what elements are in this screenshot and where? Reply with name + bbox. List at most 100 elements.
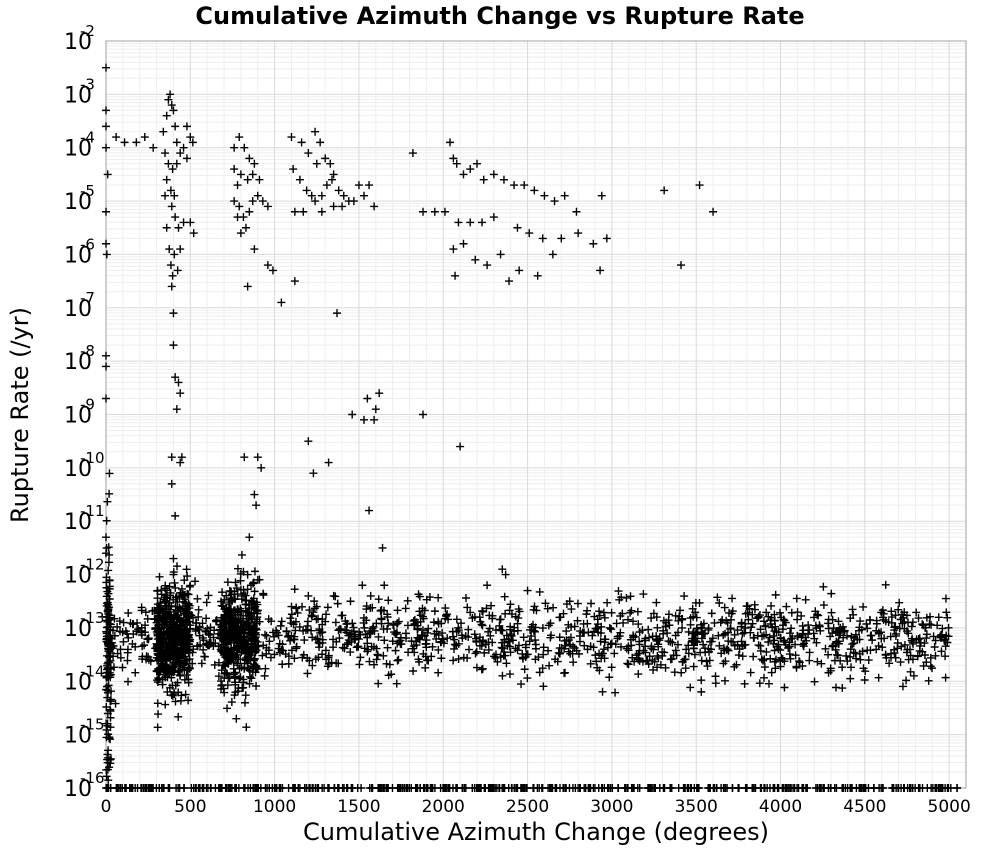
- y-tick-exponent: -7: [80, 289, 95, 307]
- data-point: [605, 673, 614, 682]
- data-point: [572, 207, 581, 216]
- data-point: [167, 619, 176, 628]
- data-point: [102, 573, 111, 582]
- data-point: [177, 453, 186, 462]
- data-point: [261, 664, 270, 673]
- data-point: [881, 650, 890, 659]
- data-point: [106, 705, 115, 714]
- data-point: [253, 191, 262, 200]
- data-point: [771, 622, 780, 631]
- data-point: [896, 658, 905, 667]
- y-tick-exponent: -15: [80, 716, 105, 734]
- data-point: [376, 606, 385, 615]
- data-point: [654, 653, 663, 662]
- data-point: [173, 266, 182, 275]
- data-point: [928, 664, 937, 673]
- data-point: [223, 704, 232, 713]
- data-point: [243, 570, 252, 579]
- data-point: [671, 631, 680, 640]
- data-point: [104, 681, 113, 690]
- data-point: [230, 587, 239, 596]
- data-point: [557, 234, 566, 243]
- data-point: [738, 652, 747, 661]
- data-point: [843, 631, 852, 640]
- data-point: [106, 670, 115, 679]
- data-point: [216, 645, 225, 654]
- data-point: [214, 658, 223, 667]
- data-point: [257, 463, 266, 472]
- data-point: [322, 610, 331, 619]
- data-point: [225, 635, 234, 644]
- data-point: [650, 657, 659, 666]
- data-point: [174, 223, 183, 232]
- data-point: [155, 608, 164, 617]
- data-point: [227, 613, 236, 622]
- data-point: [422, 643, 431, 652]
- data-point: [424, 624, 433, 633]
- data-point: [926, 653, 935, 662]
- data-point: [437, 654, 446, 663]
- data-point: [161, 598, 170, 607]
- data-point: [167, 282, 176, 291]
- data-point: [102, 772, 111, 781]
- data-point: [924, 676, 933, 685]
- data-point: [103, 170, 112, 179]
- data-point: [646, 784, 655, 792]
- data-point: [260, 630, 269, 639]
- data-point: [647, 614, 656, 623]
- data-point: [727, 637, 736, 646]
- data-point: [539, 650, 548, 659]
- data-point: [366, 591, 375, 600]
- data-point: [810, 613, 819, 622]
- data-point: [913, 652, 922, 661]
- data-point: [792, 594, 801, 603]
- data-point: [249, 597, 258, 606]
- data-point: [575, 632, 584, 641]
- data-point: [180, 675, 189, 684]
- data-point: [182, 154, 191, 163]
- data-point: [941, 673, 950, 682]
- data-point: [102, 533, 110, 542]
- data-point: [103, 693, 112, 702]
- data-point: [434, 645, 443, 654]
- data-point: [379, 625, 388, 634]
- data-point: [290, 585, 299, 594]
- data-point: [102, 685, 111, 694]
- data-point: [691, 608, 700, 617]
- data-point: [492, 650, 501, 659]
- data-point: [162, 175, 171, 184]
- data-point: [154, 664, 163, 673]
- data-point: [498, 565, 507, 574]
- data-point: [184, 600, 193, 609]
- data-point: [344, 638, 353, 647]
- data-point: [335, 624, 344, 633]
- data-point: [724, 646, 733, 655]
- data-point: [459, 170, 468, 179]
- data-point: [560, 668, 569, 677]
- data-point: [925, 620, 934, 629]
- data-point: [249, 656, 258, 665]
- data-point: [944, 623, 953, 632]
- data-point: [944, 632, 953, 641]
- data-point: [641, 634, 650, 643]
- data-point: [907, 622, 916, 631]
- data-point: [671, 646, 680, 655]
- data-point: [245, 679, 254, 688]
- data-point: [921, 623, 930, 632]
- data-point: [866, 646, 875, 655]
- data-point: [235, 133, 244, 142]
- data-point: [811, 784, 820, 792]
- data-point: [324, 458, 333, 467]
- data-point: [664, 637, 673, 646]
- data-point: [179, 218, 188, 227]
- data-point: [710, 618, 719, 627]
- data-point: [276, 621, 285, 630]
- data-point: [530, 186, 539, 195]
- data-point: [380, 581, 389, 590]
- data-point: [132, 138, 141, 147]
- data-point: [209, 633, 218, 642]
- data-point: [449, 656, 458, 665]
- data-point: [749, 652, 758, 661]
- data-point: [707, 609, 716, 618]
- data-point: [596, 266, 605, 275]
